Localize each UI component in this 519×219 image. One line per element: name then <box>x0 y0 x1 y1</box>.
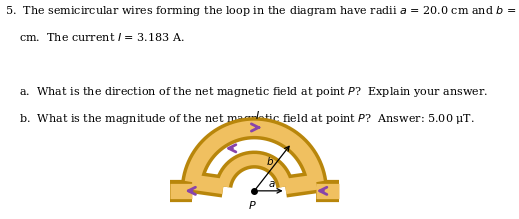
Text: 5.  The semicircular wires forming the loop in the diagram have radii $a$ = 20.0: 5. The semicircular wires forming the lo… <box>5 4 519 18</box>
Text: $P$: $P$ <box>249 200 257 212</box>
Text: cm.  The current $I$ = 3.183 A.: cm. The current $I$ = 3.183 A. <box>5 31 185 43</box>
Text: $a$: $a$ <box>268 179 276 189</box>
Text: b.  What is the magnitude of the net magnetic field at point $P$?  Answer: 5.00 : b. What is the magnitude of the net magn… <box>5 112 475 126</box>
Text: $b$: $b$ <box>266 155 275 168</box>
Text: a.  What is the direction of the net magnetic field at point $P$?  Explain your : a. What is the direction of the net magn… <box>5 85 488 99</box>
Text: $I$: $I$ <box>255 109 260 121</box>
